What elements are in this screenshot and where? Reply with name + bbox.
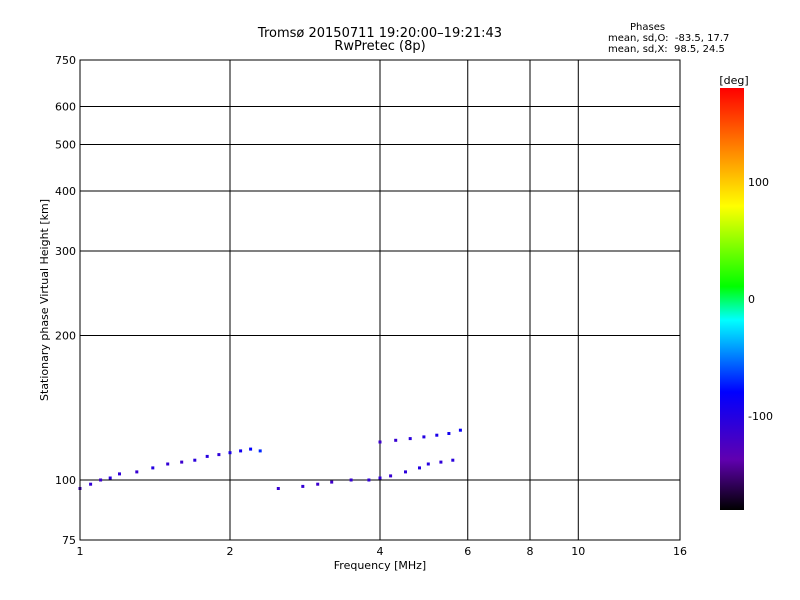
chart-subtitle: RwPretec (8p) (334, 39, 426, 54)
colorbar-label: [deg] (719, 74, 748, 87)
y-tick-label: 75 (62, 534, 76, 547)
data-point (135, 470, 139, 474)
data-point (389, 474, 393, 478)
y-tick-label: 300 (55, 245, 76, 258)
y-axis-ticks: 75 100 200 300 400 500 600 750 (55, 54, 76, 547)
data-point (330, 480, 334, 484)
data-point (108, 476, 112, 480)
data-point (89, 482, 93, 486)
data-point (99, 478, 103, 482)
stats-heading: Phases (630, 22, 666, 33)
data-point (228, 451, 232, 455)
y-tick-label: 600 (55, 101, 76, 114)
colorbar (720, 88, 744, 510)
colorbar-tick-label: 100 (748, 176, 769, 189)
data-point (418, 466, 421, 470)
data-point (404, 470, 407, 474)
x-axis-label: Frequency [MHz] (334, 559, 426, 572)
x-tick-label: 1 (77, 545, 84, 558)
y-tick-label: 750 (55, 54, 76, 67)
data-point (378, 440, 382, 444)
x-tick-label: 4 (377, 545, 384, 558)
data-point (435, 433, 439, 437)
data-point (451, 458, 455, 462)
colorbar-tick-label: -100 (748, 410, 773, 423)
y-tick-label: 500 (55, 139, 76, 152)
data-point (426, 462, 430, 466)
data-point (249, 447, 253, 451)
data-point (394, 438, 398, 442)
data-point (258, 449, 262, 453)
y-axis-label: Stationary phase Virtual Height [km] (38, 199, 51, 401)
x-tick-label: 2 (227, 545, 234, 558)
y-tick-label: 400 (55, 185, 76, 198)
data-point (349, 478, 353, 482)
chart-title: Tromsø 20150711 19:20:00–19:21:43 (257, 26, 503, 41)
stats-o-mode: mean, sd,O: -83.5, 17.7 (608, 33, 730, 44)
plot-frame (79, 59, 681, 541)
stats-x-mode: mean, sd,X: 98.5, 24.5 (608, 44, 725, 55)
data-point (458, 428, 462, 432)
x-tick-label: 10 (571, 545, 585, 558)
data-point (166, 462, 170, 466)
colorbar-tick-label: 0 (748, 293, 755, 306)
data-point (151, 466, 155, 470)
x-axis-ticks: 1 2 4 6 8 10 16 (77, 545, 688, 558)
data-point (301, 484, 305, 488)
data-point (239, 449, 243, 453)
x-tick-label: 6 (464, 545, 471, 558)
data-point (276, 487, 280, 490)
data-point (422, 435, 426, 439)
y-tick-label: 200 (55, 330, 76, 343)
data-point (367, 478, 371, 482)
y-tick-label: 100 (55, 474, 76, 487)
x-tick-label: 8 (527, 545, 534, 558)
data-point (447, 432, 451, 435)
grid-lines (80, 60, 680, 540)
data-point (439, 460, 443, 464)
data-point (118, 472, 121, 476)
x-tick-label: 16 (673, 545, 687, 558)
colorbar-ticks: 100 0 -100 (748, 176, 773, 423)
data-point (316, 482, 320, 486)
data-point (205, 454, 209, 458)
data-point (217, 453, 221, 457)
data-point (378, 476, 382, 480)
data-points (78, 428, 462, 490)
data-point (180, 460, 184, 464)
data-point (193, 458, 197, 462)
data-point (408, 437, 412, 441)
